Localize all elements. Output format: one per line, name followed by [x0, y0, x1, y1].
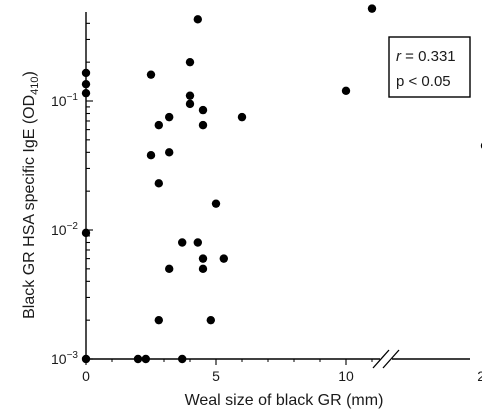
data-point [141, 354, 150, 364]
x-axis-title: Weal size of black GR (mm) [185, 392, 384, 409]
y-tick-label-base: 10 [51, 222, 67, 238]
data-point [133, 354, 143, 364]
data-points [81, 4, 482, 364]
p-value-label: p < 0.05 [396, 73, 451, 90]
data-point [146, 70, 156, 79]
data-point [178, 238, 187, 247]
stats-box-border [388, 36, 471, 98]
axis-break-mark [372, 349, 390, 369]
data-point [165, 112, 174, 122]
y-tick-label: 10−1 [51, 92, 78, 109]
data-point [211, 199, 221, 208]
data-point [154, 120, 163, 130]
x-tick-label: 25 [477, 368, 482, 384]
data-point [198, 264, 208, 274]
data-point [146, 151, 156, 160]
stats-box: r = 0.331 p < 0.05 [388, 36, 471, 98]
data-point [165, 148, 174, 157]
y-axis-title-main: Black GR HSA specific IgE (OD [21, 95, 38, 319]
data-point [219, 254, 228, 263]
data-point [198, 254, 208, 263]
data-point [81, 354, 91, 364]
data-point [81, 79, 91, 89]
data-point [198, 120, 208, 130]
y-tick-label: 10−3 [51, 350, 78, 367]
data-point [185, 57, 195, 67]
data-point [154, 179, 163, 188]
x-tick-label: 10 [338, 368, 354, 384]
axis-break-mark [382, 349, 400, 369]
data-point [367, 4, 377, 13]
y-tick-label-base: 10 [51, 93, 67, 109]
y-tick-label: 10−2 [51, 221, 78, 238]
data-point [81, 228, 91, 238]
data-point [193, 238, 202, 247]
r-value: = 0.331 [401, 48, 456, 65]
y-tick-label-exponent: −3 [67, 350, 79, 361]
data-point [185, 99, 195, 109]
r-symbol: r [396, 48, 402, 65]
y-axis-title-close: ) [21, 71, 38, 76]
data-point [341, 86, 351, 95]
y-tick-label-exponent: −2 [67, 221, 79, 232]
data-point [193, 15, 202, 24]
data-point [165, 264, 174, 274]
x-tick-label: 5 [212, 368, 220, 384]
data-point [237, 112, 247, 122]
x-tick-label: 0 [82, 368, 90, 384]
data-point [198, 105, 208, 115]
correlation-label: r = 0.331 [396, 48, 456, 65]
data-point [178, 354, 187, 364]
data-point [81, 88, 91, 98]
y-axis-title-subscript: 410 [29, 76, 41, 94]
data-point [185, 91, 195, 100]
data-point [154, 315, 163, 325]
ticks: 10−310−210−11.0051025 [51, 22, 482, 384]
y-tick-label-exponent: −1 [67, 92, 79, 103]
data-point [206, 315, 215, 325]
y-axis-title: Black GR HSA specific IgE (OD410) [21, 71, 41, 319]
y-tick-label-base: 10 [51, 351, 67, 367]
data-point [81, 68, 91, 78]
